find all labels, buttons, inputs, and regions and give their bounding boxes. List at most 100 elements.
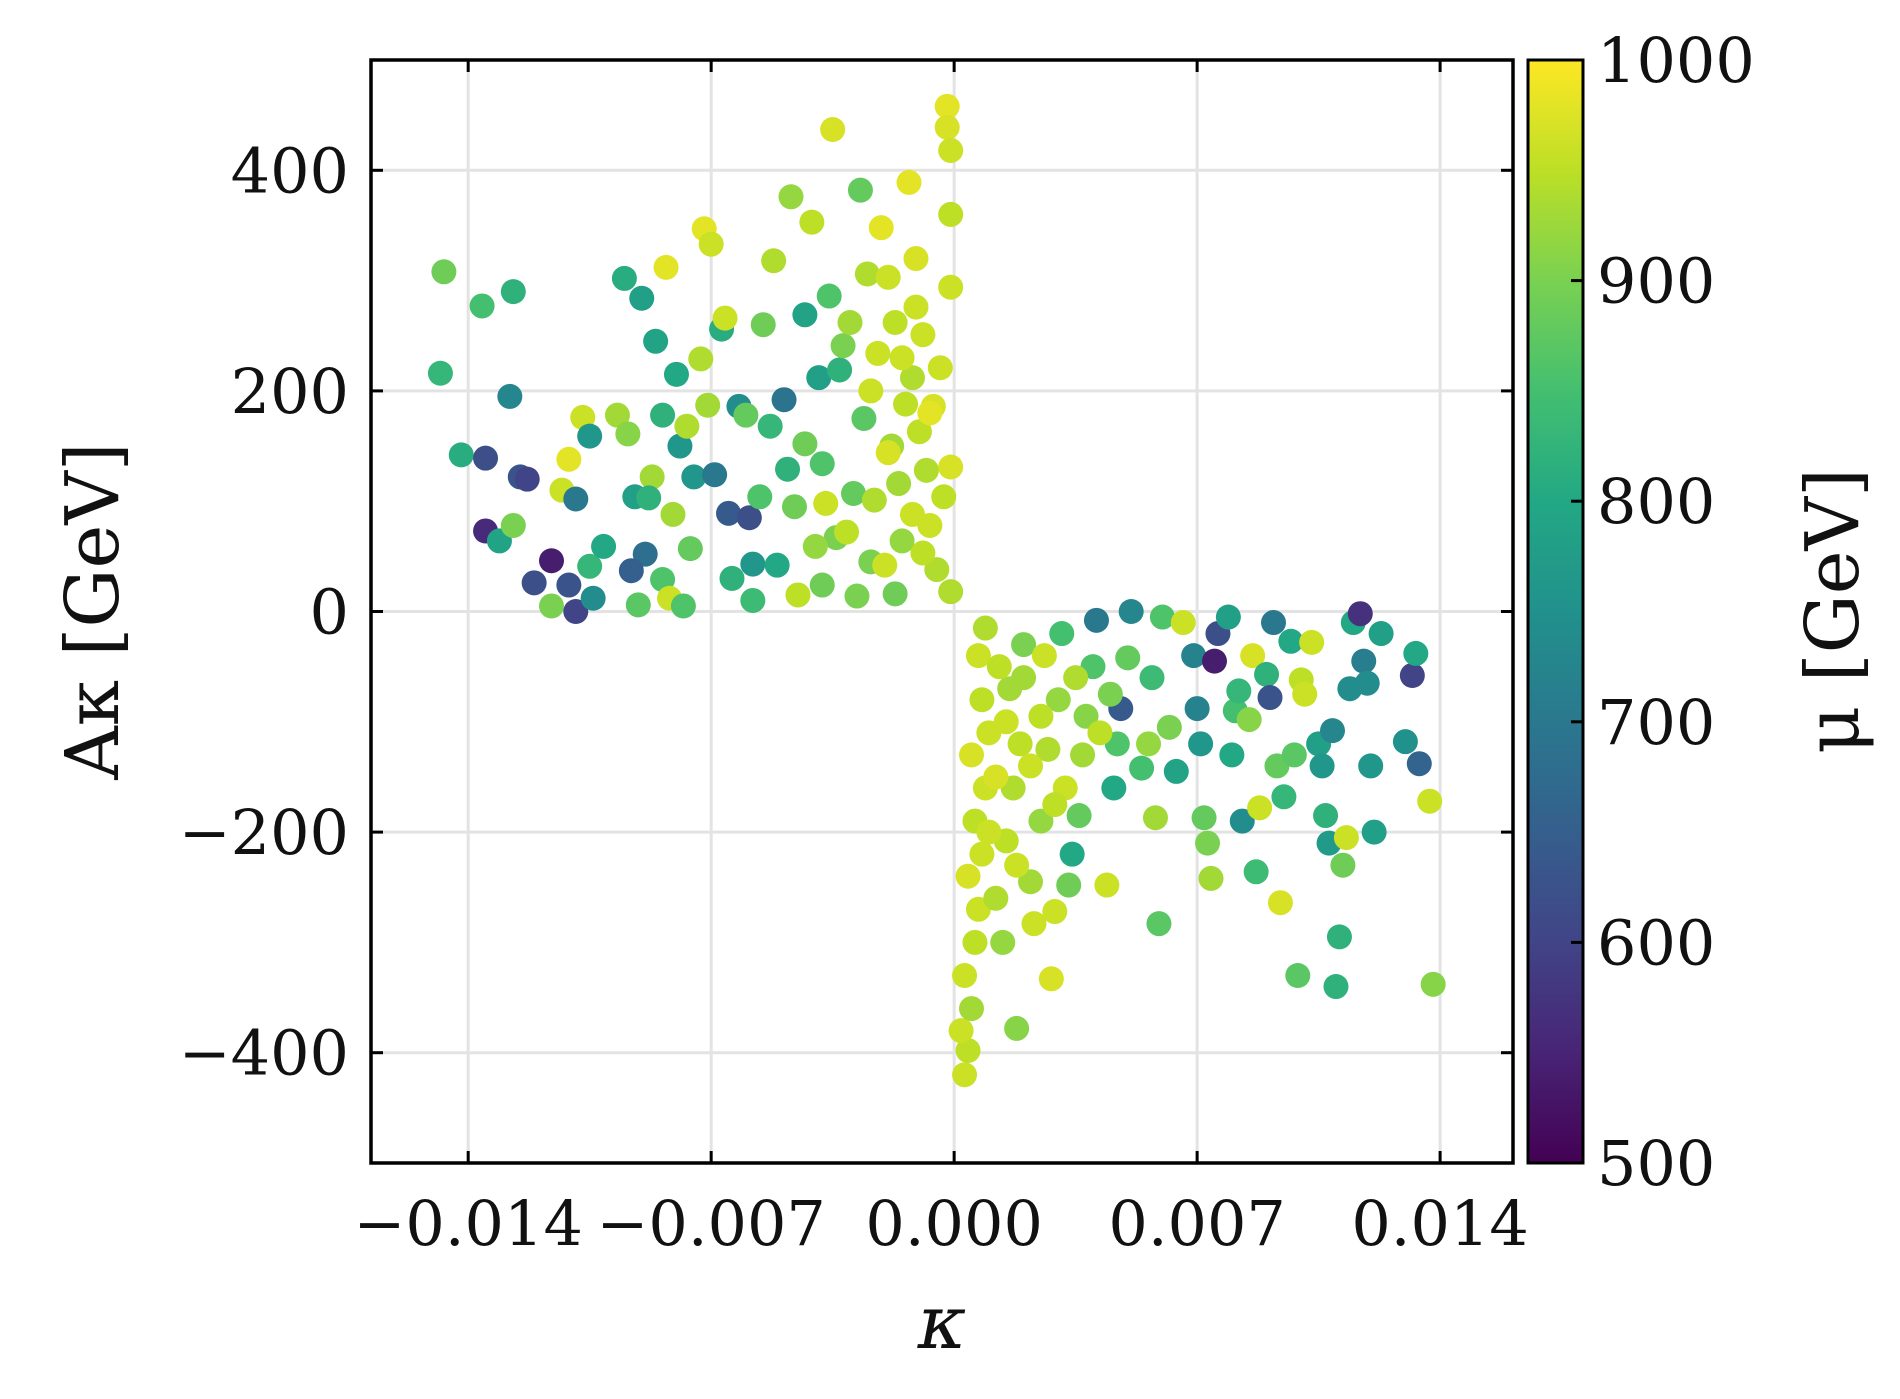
scatter-point (1195, 830, 1221, 856)
scatter-point (712, 305, 738, 331)
x-tick-label: −0.007 (596, 1187, 825, 1260)
scatter-point (813, 490, 839, 516)
y-tick-label: 400 (231, 134, 349, 207)
scatter-point (1201, 648, 1227, 674)
scatter-point (650, 567, 676, 593)
colorbar-tick-label: 500 (1597, 1127, 1715, 1200)
scatter-point (809, 451, 835, 477)
scatter-point (1129, 755, 1155, 781)
scatter-point (733, 402, 759, 428)
scatter-point (781, 494, 807, 520)
scatter-point (910, 540, 936, 566)
scatter-point (983, 764, 1009, 790)
scatter-point (427, 360, 453, 386)
scatter-point (611, 265, 637, 291)
scatter-point (896, 169, 922, 195)
scatter-point (577, 423, 603, 449)
scatter-point (1136, 731, 1162, 757)
scatter-point (955, 863, 981, 889)
scatter-point (643, 328, 669, 354)
scatter-point (1309, 753, 1335, 779)
scatter-point (1330, 852, 1356, 878)
scatter-point (497, 383, 523, 409)
scatter-point (1406, 751, 1432, 777)
scatter-point (473, 445, 499, 471)
scatter-point (521, 570, 547, 596)
scatter-point (965, 643, 991, 669)
scatter-point (736, 505, 762, 531)
scatter-point (1042, 899, 1068, 925)
x-tick-label: 0.007 (1108, 1187, 1286, 1260)
scatter-point (1358, 753, 1384, 779)
scatter-point (629, 285, 655, 311)
scatter-point (1420, 971, 1446, 997)
scatter-point (1271, 784, 1297, 810)
scatter-point (1049, 621, 1075, 647)
scatter-point (917, 400, 943, 426)
scatter-point (1354, 670, 1380, 696)
scatter-point (938, 201, 964, 227)
scatter-point (851, 405, 877, 431)
scatter-point (952, 1062, 978, 1088)
scatter-point (1028, 808, 1054, 834)
y-tick-label: 0 (310, 576, 349, 649)
scatter-point (1097, 681, 1123, 707)
scatter-point (1059, 841, 1085, 867)
scatter-point (1278, 628, 1304, 654)
scatter-point (868, 215, 894, 241)
scatter-point (882, 581, 908, 607)
scatter-point (750, 312, 776, 338)
x-tick-label: −0.014 (353, 1187, 582, 1260)
scatter-point (993, 709, 1019, 735)
scatter-point (1101, 775, 1127, 801)
scatter-point (1191, 805, 1217, 831)
scatter-point (740, 587, 766, 613)
scatter-point (639, 464, 665, 490)
colorbar (1526, 58, 1585, 1165)
scatter-point (834, 519, 860, 545)
scatter-point (990, 929, 1016, 955)
scatter-point (563, 599, 589, 624)
colorbar-tick-label: 1000 (1597, 24, 1755, 97)
scatter-point (1018, 753, 1044, 779)
scatter-point (698, 231, 724, 257)
scatter-point (1181, 643, 1207, 669)
scatter-point (591, 533, 617, 559)
scatter-point (830, 333, 856, 359)
scatter-point (604, 402, 630, 428)
scatter-point (1285, 962, 1311, 988)
scatter-point (1142, 805, 1168, 831)
scatter-point (865, 340, 891, 366)
scatter-point (955, 1037, 981, 1063)
scatter-point (1004, 1015, 1030, 1041)
scatter-point (702, 462, 728, 488)
scatter-point (740, 551, 766, 577)
scatter-point (827, 357, 853, 383)
scatter-point (938, 274, 964, 300)
scatter-point (1229, 808, 1255, 834)
y-axis: −400 −200 0 200 400 (179, 134, 1513, 1090)
scatter-point (1292, 681, 1318, 707)
scatter-point (1115, 645, 1141, 671)
scatter-point (663, 361, 689, 387)
colorbar-tick-label: 900 (1597, 245, 1715, 318)
y-tick-label: −200 (179, 796, 349, 869)
scatter-point (986, 654, 1012, 680)
scatter-point (667, 433, 693, 459)
scatter-point (934, 93, 960, 119)
scatter-point (1066, 803, 1092, 829)
scatter-point (1073, 703, 1099, 729)
scatter-point (1146, 911, 1172, 937)
scatter-point (1035, 736, 1061, 762)
scatter-point (570, 404, 596, 430)
x-tick-label: 0.014 (1351, 1187, 1529, 1260)
scatter-point (1094, 872, 1120, 898)
scatter-point (1038, 966, 1064, 992)
scatter-point (1070, 742, 1096, 768)
scatter-point (778, 184, 804, 210)
x-tick-label: 0.000 (865, 1187, 1043, 1260)
scatter-point (1254, 661, 1280, 687)
scatter-point (1087, 720, 1113, 746)
scatter-point (899, 365, 925, 391)
